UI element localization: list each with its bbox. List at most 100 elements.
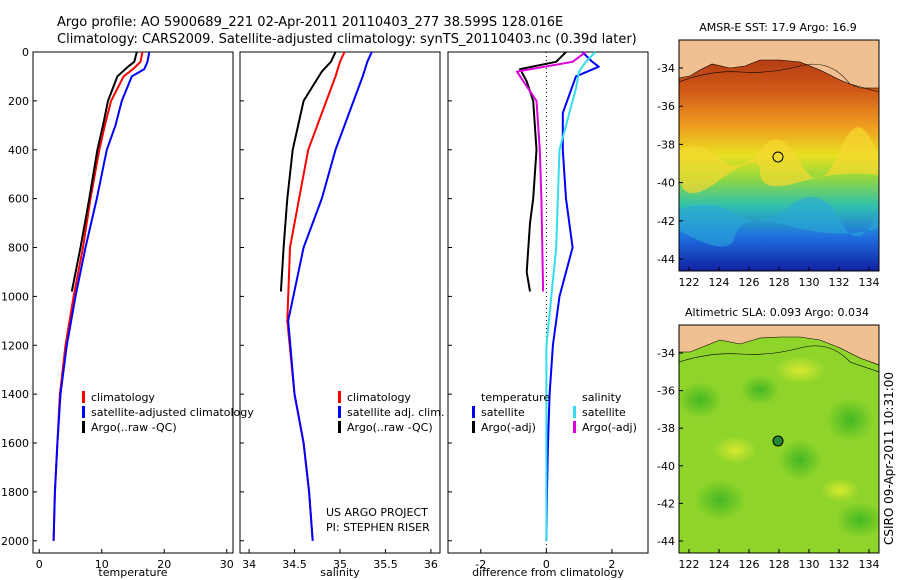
legend-label-argo: Argo(..raw -QC) [91,421,177,434]
y-tick-label: 2000 [1,535,29,548]
coast-contour [679,345,879,373]
map-x-tick-label: 124 [709,276,730,289]
map-x-tick-label: 126 [739,276,760,289]
sst-wavy-band-2 [679,196,879,247]
argo-location-marker [772,151,784,163]
credit-line2: PI: STEPHEN RISER [326,521,430,534]
legend-salinity: climatology satellite adj. clim. Argo(..… [326,391,444,534]
legend-label-satellite: satellite-adjusted climatology [91,406,254,419]
map-sla-title: Altimetric SLA: 0.093 Argo: 0.034 [685,306,869,319]
map-x-tick-label: 132 [829,276,850,289]
sla-blob [740,375,780,405]
legend-swatch-sal-satellite [573,406,576,418]
legend-swatch-climatology [338,391,341,403]
map-x-tick-label: 128 [769,276,790,289]
sla-highlight [713,436,757,464]
x-tick-label: 0 [36,558,43,571]
sst-wavy-band [679,127,879,194]
series-line-salinity-satellite [545,51,597,541]
y-tick-label: 200 [8,95,29,108]
legend-label-sal-satellite: satellite [582,406,626,419]
series-line-temperature-satellite [545,51,600,541]
legend-swatch-argo [338,421,341,433]
header-line2: Climatology: CARS2009. Satellite-adjuste… [57,32,637,47]
series-line-satellite-adjusted-climatology [52,51,151,541]
series-line-salinity-argo-adj- [515,51,587,292]
x-tick-label: 35 [333,558,347,571]
y-tick-label: 0 [22,46,29,59]
panel-1: 0 200 400 600 800 1000 1200 1400 1600 1800 2000 0 10… [1,46,234,579]
map-x-tick-label: 134 [859,276,880,289]
sla-blob [826,398,874,442]
legend-label-temp-satellite: satellite [481,406,525,419]
map-y-tick-label: -44 [657,253,675,266]
map-sst-title: AMSR-E SST: 17.9 Argo: 16.9 [699,21,857,34]
sla-blob [778,440,822,480]
x-tick-label: 35.5 [373,558,398,571]
map-y-tick-label: -34 [657,62,675,75]
map-y-tick-label: -36 [657,100,675,113]
legend-swatch-argo [82,421,85,433]
legend-swatch-temp-satellite [472,406,475,418]
header-line1: Argo profile: AO 5900689_221 02-Apr-2011… [57,15,563,30]
map-y-tick-label: -36 [657,385,675,398]
land-australia [679,325,879,366]
plot-frame [239,51,441,554]
map-x-tick-label: 130 [799,276,820,289]
legend-difference: temperature salinity satellite Argo(-adj… [472,391,637,434]
legend-label-sal-argo: Argo(-adj) [582,421,637,434]
y-tick-label: 400 [8,144,29,157]
legend-label-temp-argo: Argo(-adj) [481,421,536,434]
x-tick-label: 10 [95,558,109,571]
map-ticks: 122 124 126 128 130 132 134 -34 -36 -38 -40 -42 -44 1… [657,62,879,571]
x-tick-label: 34 [242,558,256,571]
map-y-tick-label: -42 [657,215,675,228]
x-tick-label: 0 [543,558,550,571]
sla-highlight [820,478,860,502]
map-x-tick-label: 122 [679,558,700,571]
y-tick-label: 600 [8,193,29,206]
y-tick-label: 800 [8,242,29,255]
legend-title-salinity: salinity [582,391,622,404]
map-y-tick-label: -40 [657,460,675,473]
x-axis-label: difference from climatology [472,566,624,579]
legend-temperature: climatology satellite-adjusted climatolo… [82,391,254,434]
legend-label-satellite: satellite adj. clim. [347,406,444,419]
x-tick-label: 20 [157,558,171,571]
map-y-tick-label: -38 [657,422,675,435]
argo-location-marker [772,435,784,447]
y-tick-label: 1000 [1,290,29,303]
legend-swatch-satellite [338,406,341,418]
y-tick-label: 1800 [1,486,29,499]
x-tick-label: 30 [220,558,234,571]
map-y-tick-label: -42 [657,497,675,510]
plot-frame [32,51,234,554]
map-x-tick-label: 132 [829,558,850,571]
legend-swatch-satellite [82,406,85,418]
credit-line1: US ARGO PROJECT [326,506,428,519]
legend-swatch-sal-argo [573,421,576,433]
sla-blob [694,480,746,520]
land-australia [679,40,879,89]
map-y-tick-label: -40 [657,177,675,190]
series-line-argo-raw-qc- [70,51,138,292]
coast-contour [679,63,879,93]
side-stamp: CSIRO 09-Apr-2011 10:31:00 [882,372,896,545]
map-sla: Altimetric SLA: 0.093 Argo: 0.034 [678,306,880,554]
y-tick-label: 1400 [1,388,29,401]
sla-highlight [774,356,826,384]
x-tick-label: 36 [424,558,438,571]
map-x-tick-label: 126 [739,558,760,571]
legend-swatch-climatology [82,391,85,403]
map-x-tick-label: 134 [859,558,880,571]
x-tick-label: -2 [475,558,486,571]
x-tick-label: 34.5 [282,558,307,571]
sla-blob [679,382,722,418]
legend-swatch-temp-argo [472,421,475,433]
y-tick-label: 1200 [1,339,29,352]
series-line-temperature-argo-adj- [519,51,567,292]
map-x-tick-label: 128 [769,558,790,571]
